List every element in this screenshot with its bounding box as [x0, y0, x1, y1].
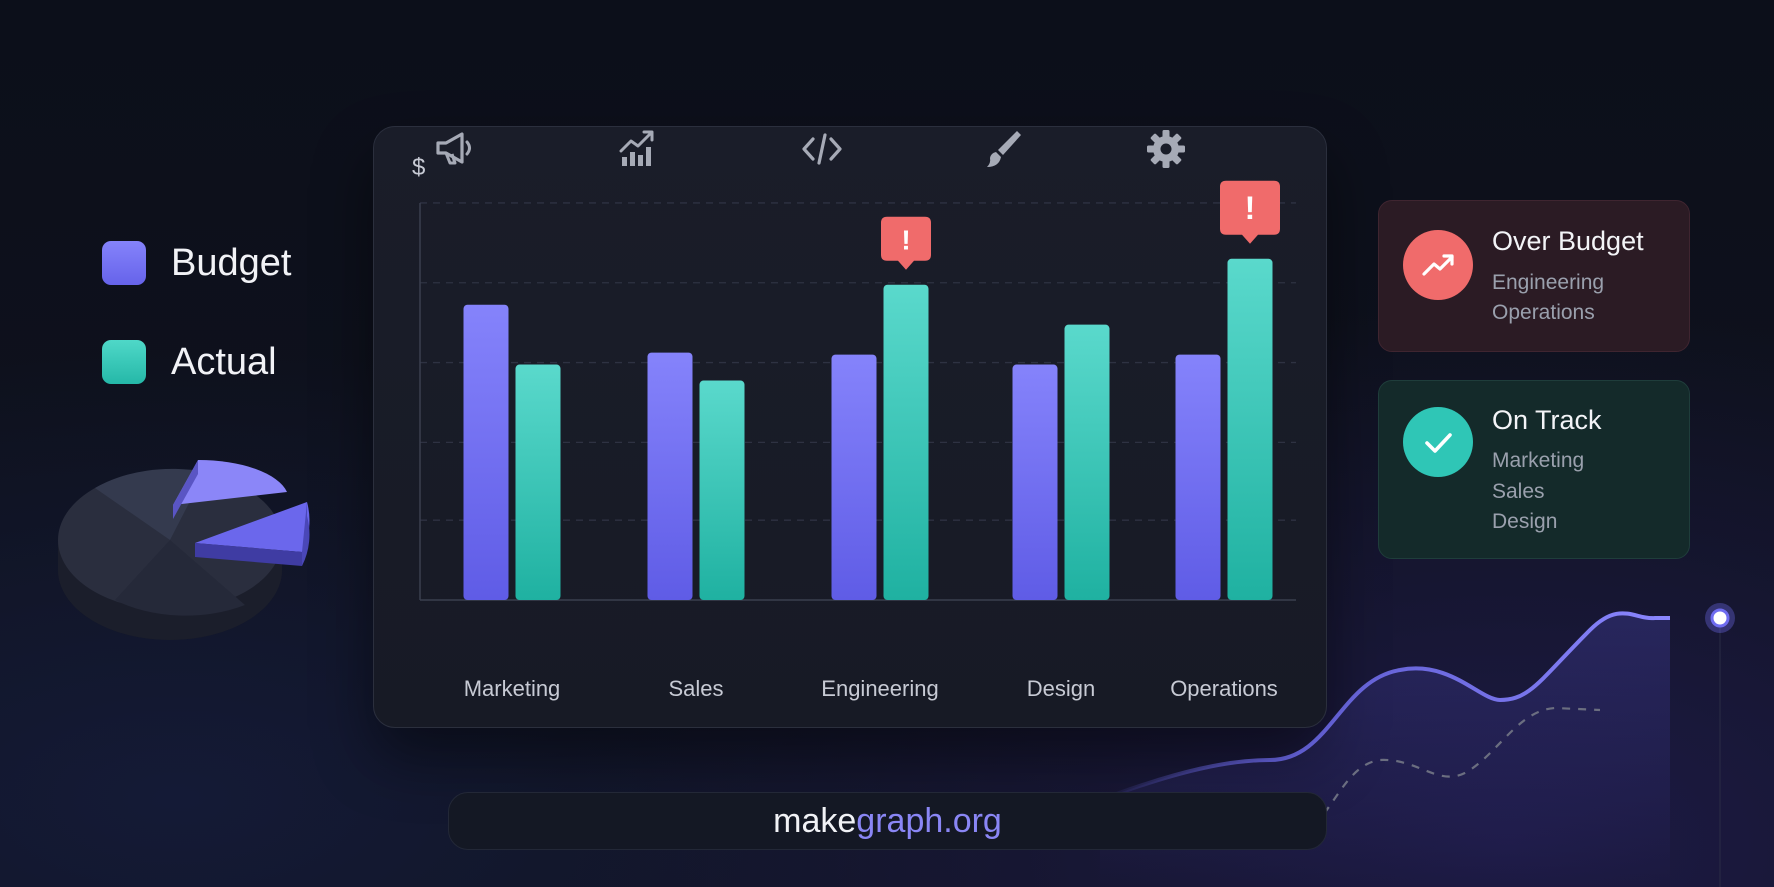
- bar-actual-sales[interactable]: [699, 380, 745, 600]
- trend-up-icon: [1403, 230, 1473, 300]
- y-axis-label: $: [412, 154, 425, 181]
- bar-actual-operations[interactable]: [1227, 258, 1273, 600]
- bar-budget-operations[interactable]: [1175, 354, 1221, 600]
- alert-glyph: !: [1245, 190, 1256, 226]
- bar-chart: $ !!: [412, 154, 1296, 601]
- card-title: Over Budget: [1492, 226, 1644, 256]
- legend-label-budget: Budget: [171, 241, 292, 284]
- bars: [463, 258, 1273, 600]
- alert-glyph: !: [901, 225, 910, 256]
- legend-label-actual: Actual: [171, 340, 277, 383]
- grid: [420, 202, 1296, 521]
- check-icon: [1403, 407, 1473, 477]
- url-part-graph: graph.org: [856, 801, 1002, 840]
- card-item: Marketing: [1492, 449, 1585, 472]
- card-title: On Track: [1492, 405, 1602, 435]
- card-item: Engineering: [1492, 271, 1605, 294]
- url-bar[interactable]: make graph.org: [448, 792, 1327, 850]
- code-icon: [802, 133, 842, 165]
- actual-swatch: [102, 340, 146, 384]
- gear-icon: [1147, 130, 1185, 168]
- category-label: Operations: [1170, 676, 1278, 701]
- on-track-card: On Track Marketing Sales Design: [1378, 380, 1690, 559]
- category-label: Design: [1026, 676, 1096, 701]
- category-label: Marketing: [463, 676, 561, 701]
- paintbrush-icon: [987, 131, 1021, 167]
- budget-swatch: [102, 241, 146, 285]
- alert-badge-operations[interactable]: !: [1220, 180, 1280, 244]
- legend-item-budget: Budget: [102, 241, 291, 285]
- bar-actual-design[interactable]: [1064, 324, 1110, 600]
- legend-item-actual: Actual: [102, 340, 277, 384]
- category-label: Sales: [668, 676, 724, 701]
- bar-actual-marketing[interactable]: [515, 364, 561, 600]
- card-item: Sales: [1492, 480, 1545, 503]
- chart-panel: $ !! Marketing S: [373, 126, 1327, 728]
- bar-budget-engineering[interactable]: [831, 354, 877, 600]
- pie-3d-illustration: [58, 459, 310, 640]
- megaphone-icon: [436, 132, 471, 165]
- card-item: Design: [1492, 510, 1558, 533]
- bar-actual-engineering[interactable]: [883, 284, 929, 600]
- alert-badge-engineering[interactable]: !: [881, 216, 931, 270]
- trend-endpoint: [1710, 608, 1730, 628]
- card-item: Operations: [1492, 301, 1595, 324]
- chart-trend-icon: [619, 130, 654, 166]
- bar-budget-design[interactable]: [1012, 364, 1058, 600]
- bar-budget-marketing[interactable]: [463, 304, 509, 600]
- url-part-make: make: [773, 801, 857, 840]
- alerts: !!: [881, 180, 1280, 270]
- over-budget-card: Over Budget Engineering Operations: [1378, 200, 1690, 352]
- bar-budget-sales[interactable]: [647, 352, 693, 600]
- category-label: Engineering: [821, 676, 939, 701]
